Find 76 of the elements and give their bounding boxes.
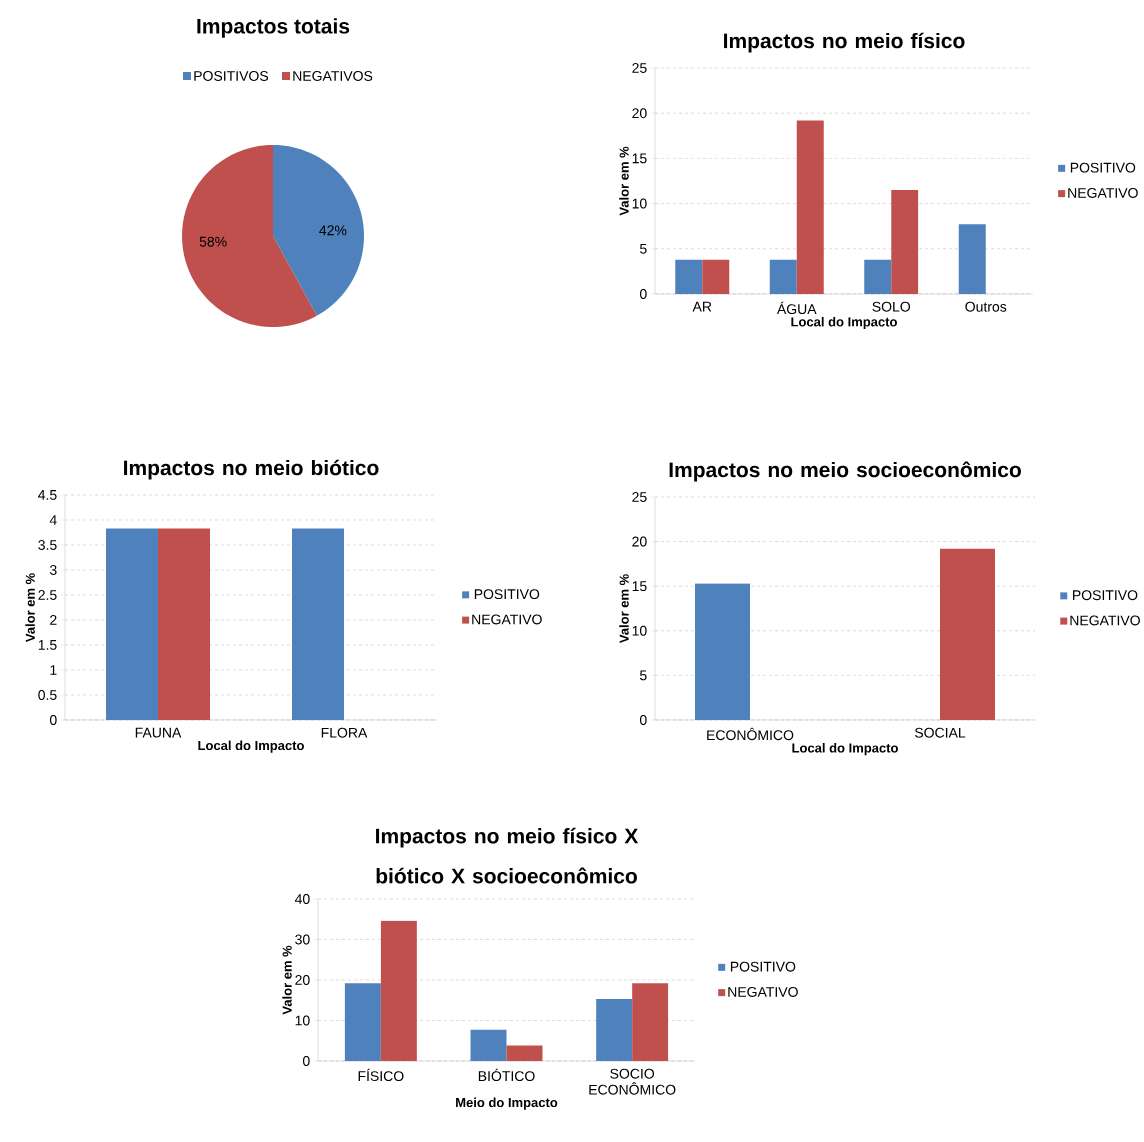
bar — [344, 983, 381, 1061]
bar — [702, 259, 730, 294]
y-tick-label: 1 — [50, 665, 57, 675]
x-tick-label: SOLO — [872, 301, 911, 312]
legend-label: NEGATIVO — [472, 614, 542, 625]
y-tick-label: 25 — [632, 492, 647, 502]
x-axis-title: Local do Impacto — [792, 743, 898, 756]
chart-title: Impactos totais — [197, 18, 350, 38]
y-tick-label: 0 — [639, 289, 647, 299]
y-tick-label: 40 — [294, 894, 310, 904]
y-tick-label: 0 — [639, 715, 647, 725]
y-tick-label: 20 — [632, 536, 647, 547]
data-label: 42% — [319, 225, 347, 236]
y-tick-label: 0 — [302, 1056, 310, 1066]
legend-label: POSITIVO — [474, 589, 540, 600]
x-tick-label: Outros — [965, 301, 1007, 312]
y-tick-label: 30 — [295, 934, 310, 945]
y-axis-title: Valor em % — [619, 146, 629, 216]
x-axis-title: Local do Impacto — [198, 740, 304, 753]
bar — [769, 259, 797, 294]
bar — [506, 1045, 543, 1061]
x-axis-title: Meio do Impacto — [456, 1097, 558, 1110]
x-tick-label: AR — [692, 301, 712, 312]
y-tick-label: 10 — [295, 1015, 310, 1026]
y-tick-label: 15 — [632, 153, 647, 164]
data-label: 58% — [199, 236, 227, 247]
x-tick-label: FLORA — [321, 727, 368, 738]
bar — [632, 983, 669, 1061]
bar — [470, 1029, 507, 1061]
legend-label: NEGATIVO — [1070, 615, 1140, 626]
x-tick-label: ECONÔMICO — [707, 727, 794, 741]
y-tick-label: 0.5 — [38, 690, 57, 700]
bar — [380, 920, 417, 1061]
bar — [596, 999, 633, 1061]
x-tick-label: FÍSICO — [358, 1068, 404, 1082]
y-tick-label: 2.5 — [38, 590, 57, 600]
legend-label: NEGATIVO — [1068, 187, 1138, 198]
y-tick-label: 20 — [632, 108, 647, 119]
y-tick-label: 5 — [639, 243, 647, 254]
x-axis-title: Local do Impacto — [791, 316, 897, 330]
y-tick-label: 15 — [632, 581, 647, 592]
y-tick-label: 10 — [632, 198, 647, 209]
y-axis-title: Valor em % — [619, 574, 629, 644]
x-tick-label: SOCIAL — [914, 727, 966, 738]
legend-label: NEGATIVOS — [293, 71, 373, 81]
y-tick-label: 4 — [49, 515, 57, 525]
y-tick-label: 3 — [49, 565, 57, 575]
y-tick-label: 10 — [632, 625, 647, 636]
y-tick-label: 20 — [295, 975, 310, 985]
y-tick-label: 2 — [50, 615, 57, 625]
y-tick-label: 3.5 — [38, 540, 57, 550]
bar — [796, 120, 824, 294]
x-tick-label: SOCIO ECONÔMICO — [589, 1068, 676, 1095]
x-tick-label: FAUNA — [135, 727, 182, 738]
x-tick-label: ÁGUA — [776, 301, 817, 315]
chart-title: Impactos no meio físico X biótico X socioeconômico — [376, 827, 639, 884]
bar — [891, 190, 919, 294]
y-tick-label: 4.5 — [38, 490, 57, 500]
legend-label: NEGATIVO — [728, 986, 798, 997]
chart-title: Impactos no meio físico — [724, 32, 965, 53]
y-axis-title: Valor em % — [25, 573, 35, 643]
legend-label: POSITIVO — [730, 961, 796, 972]
bar — [675, 259, 703, 294]
y-tick-label: 25 — [632, 63, 647, 73]
y-tick-label: 1.5 — [38, 640, 57, 650]
y-tick-label: 5 — [639, 670, 647, 681]
y-tick-label: 0 — [49, 715, 57, 725]
chart-title: Impactos no meio socioeconômico — [669, 461, 1021, 482]
x-tick-label: BIÓTICO — [478, 1068, 535, 1082]
chart-title: Impactos no meio biótico — [124, 459, 379, 480]
legend-label: POSITIVOS — [194, 71, 269, 81]
legend-label: POSITIVO — [1070, 162, 1136, 173]
y-axis-title: Valor em % — [282, 945, 292, 1015]
bar — [958, 224, 986, 294]
bar — [864, 259, 892, 294]
legend-label: POSITIVO — [1073, 590, 1138, 601]
